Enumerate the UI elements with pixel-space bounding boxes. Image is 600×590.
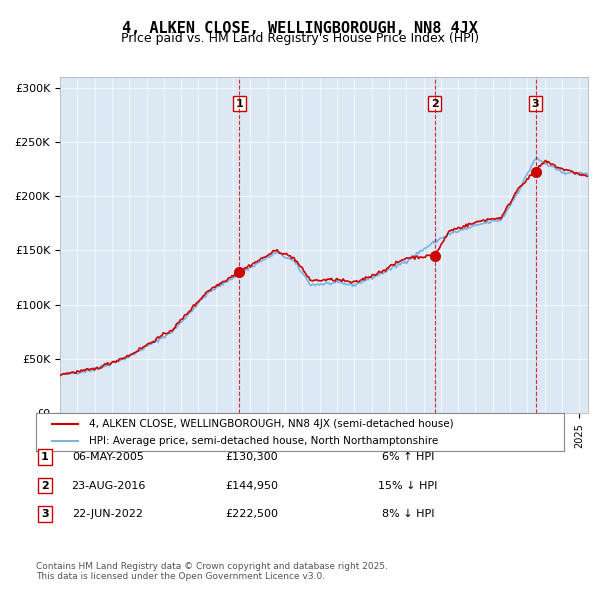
Text: £222,500: £222,500 bbox=[226, 509, 278, 519]
Text: 2: 2 bbox=[41, 481, 49, 490]
Text: 06-MAY-2005: 06-MAY-2005 bbox=[72, 453, 144, 462]
Text: Price paid vs. HM Land Registry's House Price Index (HPI): Price paid vs. HM Land Registry's House … bbox=[121, 32, 479, 45]
Text: 22-JUN-2022: 22-JUN-2022 bbox=[73, 509, 143, 519]
Text: 1: 1 bbox=[235, 99, 243, 109]
Text: £144,950: £144,950 bbox=[226, 481, 278, 490]
Text: 15% ↓ HPI: 15% ↓ HPI bbox=[379, 481, 437, 490]
Text: 1: 1 bbox=[41, 453, 49, 462]
Text: 4, ALKEN CLOSE, WELLINGBOROUGH, NN8 4JX: 4, ALKEN CLOSE, WELLINGBOROUGH, NN8 4JX bbox=[122, 21, 478, 35]
Text: 8% ↓ HPI: 8% ↓ HPI bbox=[382, 509, 434, 519]
Text: 4, ALKEN CLOSE, WELLINGBOROUGH, NN8 4JX (semi-detached house): 4, ALKEN CLOSE, WELLINGBOROUGH, NN8 4JX … bbox=[89, 419, 454, 429]
Text: 3: 3 bbox=[532, 99, 539, 109]
Text: HPI: Average price, semi-detached house, North Northamptonshire: HPI: Average price, semi-detached house,… bbox=[89, 435, 438, 445]
Text: Contains HM Land Registry data © Crown copyright and database right 2025.
This d: Contains HM Land Registry data © Crown c… bbox=[36, 562, 388, 581]
Text: 6% ↑ HPI: 6% ↑ HPI bbox=[382, 453, 434, 462]
Text: 23-AUG-2016: 23-AUG-2016 bbox=[71, 481, 145, 490]
Text: 2: 2 bbox=[431, 99, 439, 109]
Text: £130,300: £130,300 bbox=[226, 453, 278, 462]
Text: 3: 3 bbox=[41, 509, 49, 519]
